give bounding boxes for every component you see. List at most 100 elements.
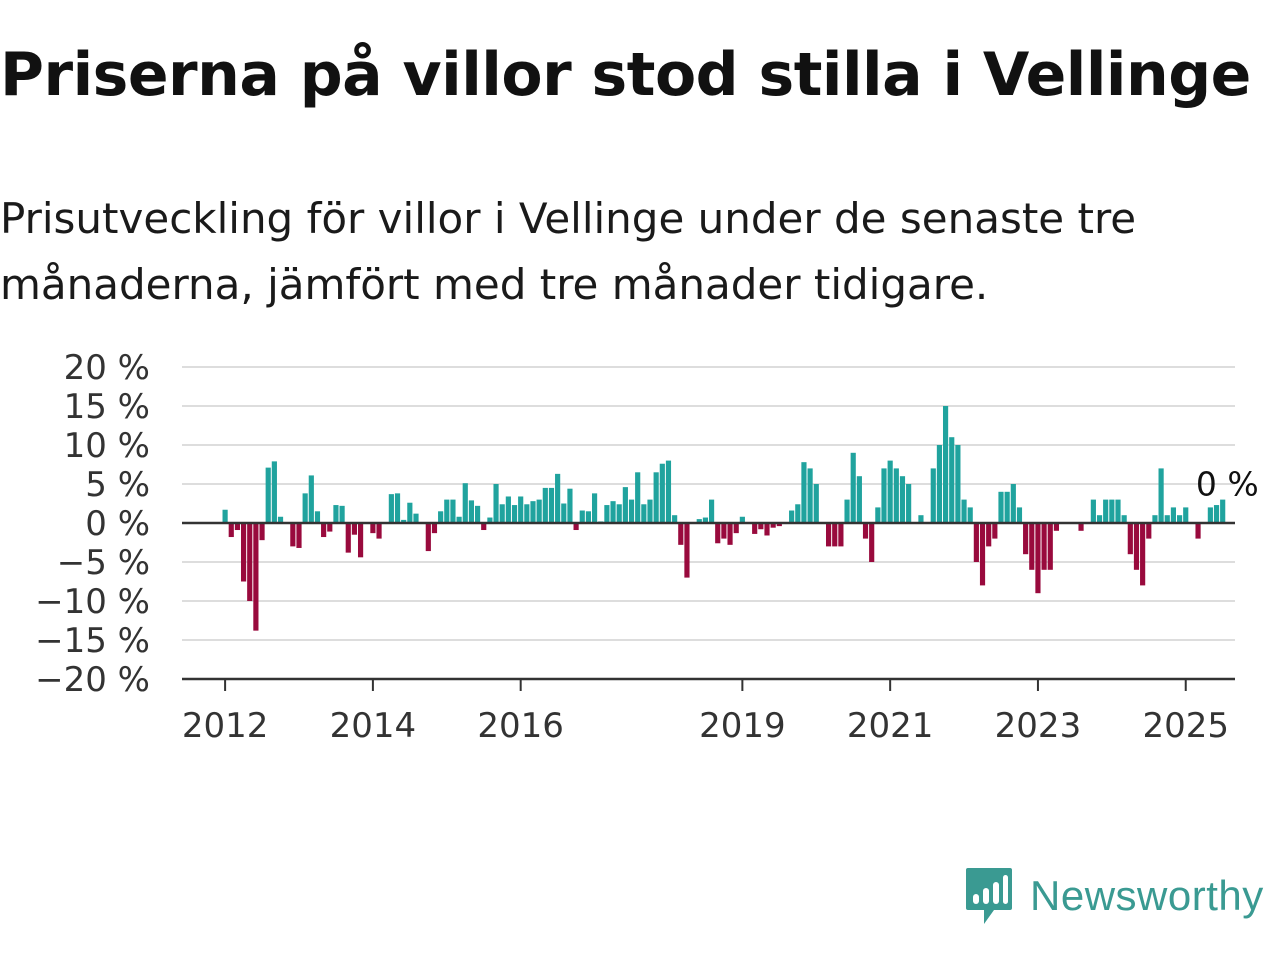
bar (511, 505, 518, 523)
bar (936, 445, 943, 523)
bars (222, 406, 1226, 631)
bar (604, 505, 610, 523)
bar (647, 499, 653, 523)
bar (1207, 507, 1213, 523)
bar (351, 523, 358, 535)
bar (314, 511, 321, 523)
bar (481, 523, 487, 531)
y-tick-label: 15 % (64, 387, 150, 427)
y-tick-label: −15 % (35, 621, 150, 661)
chart-title: Priserna på villor stod stilla i Velling… (0, 40, 1251, 110)
bar (838, 523, 844, 547)
bar (425, 523, 431, 552)
bar (1047, 523, 1053, 570)
bar (524, 504, 530, 523)
bar (1016, 507, 1023, 523)
bar (222, 509, 228, 523)
bar (715, 523, 721, 544)
bar (807, 468, 813, 523)
bar (265, 467, 271, 523)
bar (302, 493, 308, 523)
bar (758, 523, 764, 530)
chart-subtitle: Prisutveckling för villor i Vellinge und… (0, 194, 1137, 309)
bar (1103, 499, 1109, 523)
grid-lines (182, 366, 1235, 641)
bar (856, 476, 862, 523)
bar (234, 523, 241, 531)
y-tick-label: 0 % (85, 504, 150, 544)
bar (801, 462, 807, 523)
bar (1176, 515, 1183, 523)
bar (672, 515, 678, 523)
bar (394, 493, 401, 523)
bar (450, 499, 456, 523)
x-tick-label: 2014 (330, 706, 417, 746)
bar (844, 499, 850, 523)
bar (949, 437, 955, 523)
bar (1109, 499, 1115, 523)
bar (893, 468, 899, 523)
bar (875, 507, 881, 523)
bar (1133, 523, 1140, 570)
bar (505, 496, 511, 523)
bar (862, 523, 869, 539)
bar (536, 499, 542, 523)
newsworthy-brand[interactable]: Newsworthy (964, 864, 1264, 928)
bar (530, 501, 536, 523)
bar (906, 484, 912, 523)
bar (887, 460, 893, 523)
bar (296, 523, 302, 548)
bar (739, 516, 745, 523)
bar (567, 488, 573, 523)
bar (684, 523, 690, 578)
x-tick-label: 2012 (182, 706, 269, 746)
bar (585, 511, 592, 523)
bar (850, 452, 856, 523)
x-axis-ticks: 2012 2014 2016 2019 2021 2023 2025 (182, 679, 1229, 746)
bar (628, 499, 635, 523)
y-axis-labels: 20 %15 %10 %5 %0 %−5 %−10 %−15 %−20 % (35, 348, 150, 700)
bar (1195, 523, 1201, 539)
y-tick-label: 5 % (85, 465, 150, 505)
bar (764, 523, 770, 536)
bar (591, 493, 598, 523)
bar (918, 515, 924, 523)
bar (1220, 499, 1226, 523)
bar (678, 523, 684, 545)
bar (487, 517, 493, 523)
bar (622, 487, 628, 523)
bar (388, 494, 394, 523)
bar (462, 483, 468, 523)
bar (708, 499, 715, 523)
bar (998, 491, 1004, 523)
bar (438, 511, 444, 523)
x-tick-label: 2019 (699, 706, 786, 746)
bar (1010, 484, 1016, 523)
bar (610, 501, 616, 523)
x-tick-label: 2021 (847, 706, 934, 746)
bar (1213, 505, 1220, 523)
bar (1078, 523, 1084, 531)
bar (468, 500, 475, 523)
bar-chart: 20 %15 %10 %5 %0 %−5 %−10 %−15 %−20 % 20… (35, 348, 1259, 746)
bar (542, 487, 548, 523)
bar (1127, 523, 1133, 555)
bar (1158, 468, 1164, 523)
bar (431, 523, 438, 534)
bar (413, 513, 419, 523)
bar (1121, 515, 1127, 523)
x-tick-label: 2023 (995, 706, 1082, 746)
bar (518, 496, 524, 523)
bar (370, 523, 376, 534)
bar (579, 510, 585, 523)
y-tick-label: −5 % (57, 543, 150, 583)
brand-name: Newsworthy (1030, 872, 1264, 919)
bar (973, 523, 979, 562)
bar (474, 505, 481, 523)
bar (247, 523, 253, 601)
bar (499, 504, 505, 523)
x-tick-label: 2016 (477, 706, 564, 746)
bar (376, 523, 382, 539)
bar (1170, 507, 1177, 523)
bar (961, 499, 967, 523)
